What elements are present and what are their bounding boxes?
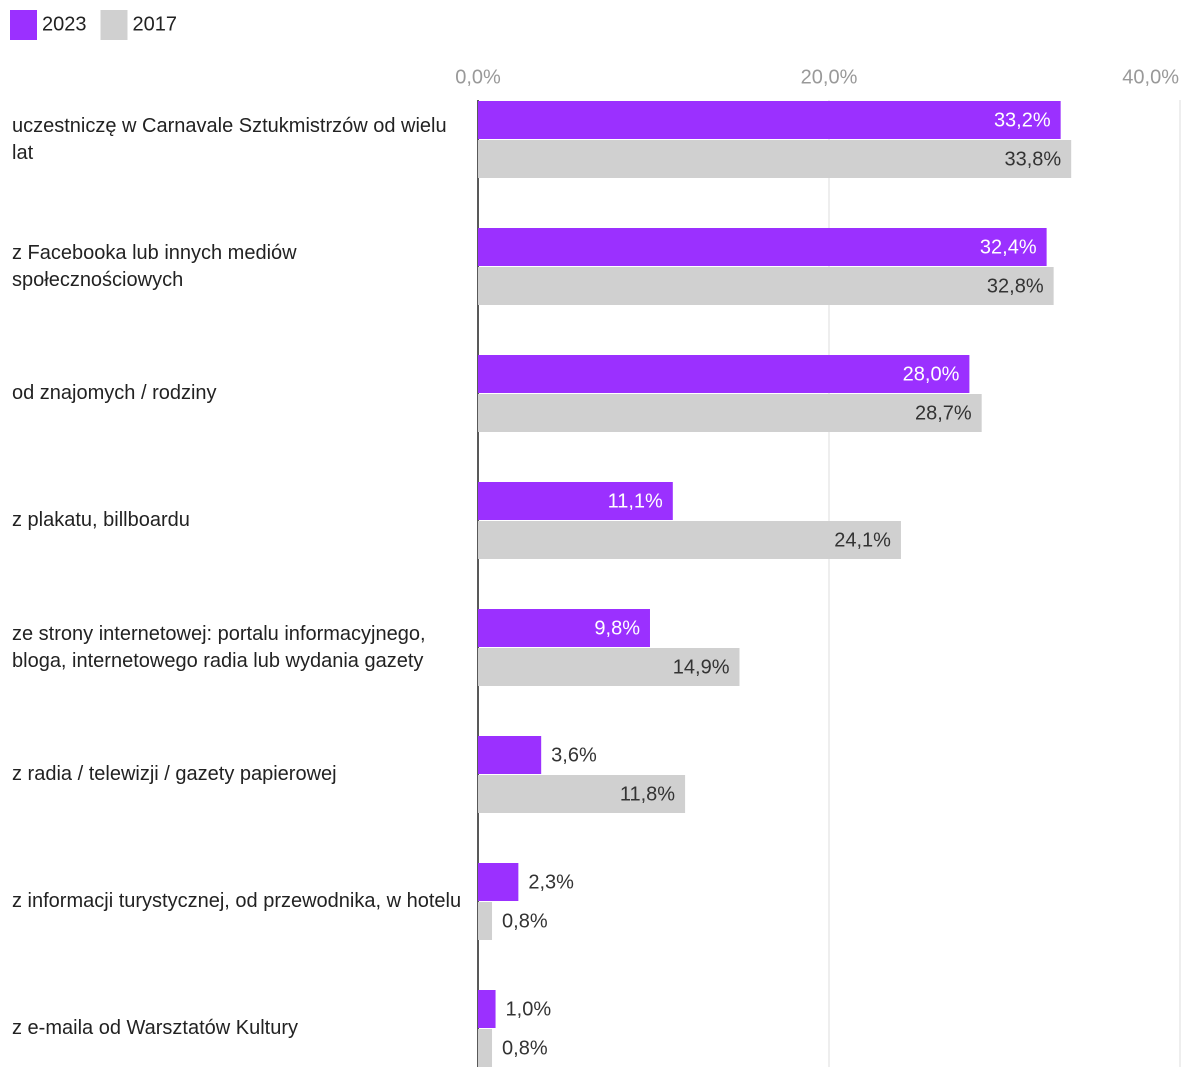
legend-label: 2017 <box>133 13 178 35</box>
bar <box>478 482 673 520</box>
value-label: 14,9% <box>673 656 730 678</box>
value-label: 32,4% <box>980 236 1037 258</box>
bar <box>478 990 496 1028</box>
bar <box>478 140 1072 178</box>
value-label: 3,6% <box>551 744 597 766</box>
category-label: ze strony internetowej: portalu informac… <box>12 588 467 708</box>
bar <box>478 521 901 559</box>
value-label: 11,8% <box>620 783 675 805</box>
value-label: 2,3% <box>528 871 574 893</box>
category-text: z plakatu, billboardu <box>12 509 190 531</box>
bar <box>478 902 493 940</box>
value-label: 33,2% <box>994 109 1051 131</box>
category-text: z informacji turystycznej, od przewodnik… <box>12 890 462 912</box>
category-text: z e-maila od Warsztatów Kultury <box>12 1017 299 1039</box>
value-label: 24,1% <box>834 529 891 551</box>
category-label: z plakatu, billboardu <box>12 461 467 581</box>
category-text: od znajomych / rodziny <box>12 382 217 404</box>
value-label: 33,8% <box>1004 148 1061 170</box>
category-label: uczestniczę w Carnavale Sztukmistrzów od… <box>12 80 467 200</box>
category-text: ze strony internetowej: portalu informac… <box>12 622 426 672</box>
x-tick-label: 20,0% <box>801 66 858 88</box>
category-text: z Facebooka lub innych mediów społecznoś… <box>12 241 297 291</box>
legend-swatch <box>10 10 37 40</box>
bar <box>478 228 1047 266</box>
value-label: 28,7% <box>915 402 972 424</box>
category-label: z Facebooka lub innych mediów społecznoś… <box>12 207 467 327</box>
value-label: 1,0% <box>506 998 552 1020</box>
category-label: z e-maila od Warsztatów Kultury <box>12 969 467 1067</box>
category-text: uczestniczę w Carnavale Sztukmistrzów od… <box>12 114 447 164</box>
x-tick-label: 0,0% <box>455 66 501 88</box>
bar <box>478 609 650 647</box>
bar <box>478 863 519 901</box>
bar <box>478 101 1061 139</box>
category-label: od znajomych / rodziny <box>12 334 467 454</box>
bar <box>478 355 970 393</box>
bar <box>478 394 982 432</box>
bar <box>478 1029 493 1067</box>
bar <box>478 267 1054 305</box>
value-label: 32,8% <box>987 275 1044 297</box>
category-text: z radia / telewizji / gazety papierowej <box>12 763 337 785</box>
value-label: 28,0% <box>903 363 960 385</box>
value-label: 0,8% <box>502 910 548 932</box>
legend-label: 2023 <box>42 13 87 35</box>
bar <box>478 648 740 686</box>
legend-swatch <box>100 10 128 40</box>
bar <box>478 736 542 774</box>
category-label: z informacji turystycznej, od przewodnik… <box>12 842 467 962</box>
bar <box>478 775 686 813</box>
value-label: 9,8% <box>594 617 640 639</box>
x-tick-label: 40,0% <box>1122 66 1179 88</box>
value-label: 0,8% <box>502 1037 548 1059</box>
category-label: z radia / telewizji / gazety papierowej <box>12 715 467 835</box>
value-label: 11,1% <box>608 490 663 512</box>
